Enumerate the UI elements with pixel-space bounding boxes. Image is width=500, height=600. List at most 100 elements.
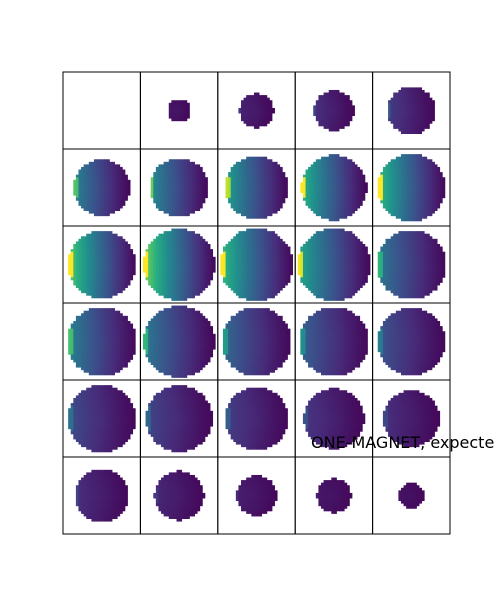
heatmap-pixel bbox=[109, 174, 113, 178]
heatmap-pixel bbox=[406, 164, 410, 168]
heatmap-pixel bbox=[145, 254, 149, 258]
heatmap-pixel bbox=[424, 164, 428, 168]
heatmap-pixel bbox=[421, 166, 425, 170]
heatmap-pixel bbox=[243, 100, 247, 104]
heatmap-pixel bbox=[424, 161, 428, 165]
heatmap-pixel bbox=[349, 164, 353, 168]
heatmap-pixel bbox=[192, 272, 195, 276]
heatmap-pixel bbox=[230, 246, 234, 250]
heatmap-pixel bbox=[328, 113, 332, 117]
heatmap-pixel bbox=[351, 249, 355, 253]
heatmap-pixel bbox=[248, 100, 252, 104]
heatmap-pixel bbox=[336, 184, 340, 188]
heatmap-pixel bbox=[88, 290, 92, 294]
heatmap-pixel bbox=[86, 274, 90, 278]
heatmap-pixel bbox=[331, 128, 335, 132]
heatmap-pixel bbox=[184, 164, 188, 168]
heatmap-pixel bbox=[326, 110, 330, 114]
heatmap-pixel bbox=[114, 267, 118, 271]
heatmap-pixel bbox=[326, 182, 330, 186]
heatmap-pixel bbox=[199, 200, 203, 204]
heatmap-pixel bbox=[269, 115, 273, 119]
heatmap-pixel bbox=[171, 236, 175, 240]
heatmap-pixel bbox=[117, 277, 121, 281]
heatmap-pixel bbox=[266, 164, 270, 168]
heatmap-panel-9 bbox=[294, 148, 374, 227]
heatmap-pixel bbox=[256, 156, 260, 160]
heatmap-pixel bbox=[114, 187, 118, 191]
heatmap-pixel bbox=[246, 261, 250, 265]
heatmap-pixel bbox=[153, 190, 157, 194]
heatmap-pixel bbox=[310, 246, 314, 250]
heatmap-pixel bbox=[104, 164, 108, 168]
heatmap-pixel bbox=[119, 254, 123, 258]
heatmap-pixel bbox=[202, 192, 206, 196]
heatmap-panel-10 bbox=[372, 148, 451, 227]
heatmap-pixel bbox=[166, 233, 170, 237]
heatmap-pixel bbox=[176, 172, 180, 176]
heatmap-pixel bbox=[323, 228, 327, 232]
heatmap-pixel bbox=[256, 213, 260, 217]
heatmap-pixel bbox=[346, 243, 350, 247]
heatmap-pixel bbox=[238, 292, 242, 296]
heatmap-pixel bbox=[385, 205, 389, 209]
heatmap-pixel bbox=[181, 243, 185, 247]
heatmap-pixel bbox=[222, 269, 226, 273]
heatmap-pixel bbox=[408, 156, 412, 160]
heatmap-pixel bbox=[228, 259, 232, 263]
heatmap-pixel bbox=[253, 164, 257, 168]
heatmap-pixel bbox=[326, 249, 330, 253]
heatmap-pixel bbox=[315, 174, 319, 178]
heatmap-pixel bbox=[248, 287, 252, 291]
heatmap-pixel bbox=[168, 166, 172, 170]
heatmap-pixel bbox=[73, 249, 77, 253]
heatmap-pixel bbox=[179, 297, 183, 301]
heatmap-pixel bbox=[241, 100, 244, 104]
heatmap-pixel bbox=[171, 228, 175, 232]
heatmap-pixel bbox=[246, 243, 250, 247]
heatmap-pixel bbox=[184, 228, 188, 232]
heatmap-pixel bbox=[321, 200, 324, 204]
heatmap-pixel bbox=[251, 184, 255, 188]
heatmap-pixel bbox=[124, 197, 128, 201]
heatmap-pixel bbox=[176, 279, 180, 283]
heatmap-pixel bbox=[189, 274, 193, 278]
heatmap-pixel bbox=[290, 259, 294, 263]
heatmap-pixel bbox=[176, 187, 180, 191]
heatmap-pixel bbox=[127, 254, 131, 258]
heatmap-pixel bbox=[264, 110, 268, 114]
heatmap-pixel bbox=[241, 197, 244, 201]
heatmap-pixel bbox=[277, 202, 281, 206]
heatmap-pixel bbox=[179, 251, 183, 255]
heatmap-pixel bbox=[426, 120, 430, 124]
heatmap-pixel bbox=[228, 282, 232, 286]
heatmap-pixel bbox=[346, 97, 350, 101]
heatmap-pixel bbox=[264, 272, 268, 276]
heatmap-pixel bbox=[168, 208, 172, 211]
heatmap-pixel bbox=[351, 208, 355, 211]
heatmap-pixel bbox=[246, 110, 250, 114]
heatmap-pixel bbox=[357, 169, 361, 173]
heatmap-pixel bbox=[243, 208, 247, 211]
heatmap-pixel bbox=[238, 254, 242, 258]
heatmap-pixel bbox=[431, 169, 435, 173]
heatmap-pixel bbox=[114, 192, 118, 196]
heatmap-pixel bbox=[315, 179, 319, 183]
heatmap-pixel bbox=[106, 195, 110, 199]
heatmap-pixel bbox=[230, 285, 234, 288]
heatmap-pixel bbox=[326, 118, 330, 122]
heatmap-pixel bbox=[202, 274, 206, 278]
heatmap-pixel bbox=[81, 261, 85, 265]
heatmap-pixel bbox=[331, 197, 335, 201]
heatmap-pixel bbox=[225, 179, 229, 183]
heatmap-pixel bbox=[181, 246, 185, 250]
heatmap-pixel bbox=[318, 182, 322, 186]
heatmap-pixel bbox=[194, 177, 198, 181]
heatmap-pixel bbox=[333, 115, 337, 119]
heatmap-pixel bbox=[395, 92, 399, 96]
heatmap-pixel bbox=[259, 282, 263, 286]
heatmap-pixel bbox=[207, 251, 211, 255]
heatmap-pixel bbox=[339, 213, 343, 217]
heatmap-pixel bbox=[181, 249, 185, 253]
heatmap-pixel bbox=[261, 95, 265, 99]
